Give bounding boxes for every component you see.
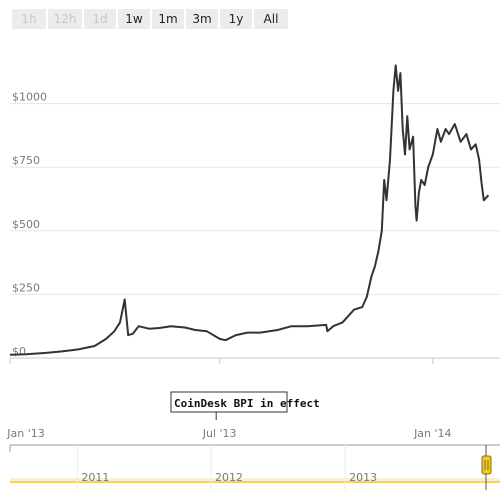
flag-label: CoinDesk BPI in effect — [174, 397, 320, 410]
range-button-all[interactable]: All — [254, 9, 288, 29]
range-button-3m[interactable]: 3m — [186, 9, 218, 29]
navigator-axis: 2011 2012 2013 — [76, 445, 377, 490]
navigator[interactable]: 2011 2012 2013 — [9, 444, 500, 490]
x-tick-label: Jul '13 — [202, 427, 237, 440]
y-tick-label: $1000 — [12, 91, 47, 104]
range-button-1m[interactable]: 1m — [152, 9, 184, 29]
y-tick-label: $0 — [12, 345, 26, 358]
range-selector: 1h 12h 1d 1w 1m 3m 1y All — [12, 9, 288, 29]
y-tick-label: $250 — [12, 281, 40, 294]
y-tick-label: $500 — [12, 218, 40, 231]
range-button-12h[interactable]: 12h — [48, 9, 82, 29]
flag-box[interactable] — [170, 391, 288, 413]
y-axis: $0 $250 $500 $750 $1000 — [12, 91, 47, 358]
y-tick-label: $750 — [12, 154, 40, 167]
range-button-1w[interactable]: 1w — [118, 9, 150, 29]
x-tick-label: Jan '14 — [413, 427, 451, 440]
event-flag[interactable]: CoinDesk BPI in effect — [170, 391, 320, 420]
drag-handle-icon[interactable] — [481, 445, 492, 490]
price-line — [9, 64, 490, 356]
plot-area — [9, 64, 490, 356]
range-button-1h[interactable]: 1h — [12, 9, 46, 29]
navigator-year-label: 2013 — [349, 471, 377, 484]
y-gridlines — [10, 103, 500, 295]
range-button-1y[interactable]: 1y — [220, 9, 252, 29]
navigator-year-label: 2011 — [81, 471, 109, 484]
range-button-1d[interactable]: 1d — [84, 9, 116, 29]
x-axis: Jan '13 Jul '13 Jan '14 — [6, 358, 452, 440]
x-tick-label: Jan '13 — [6, 427, 44, 440]
navigator-year-label: 2012 — [215, 471, 243, 484]
navigator-series-fill — [10, 478, 500, 483]
